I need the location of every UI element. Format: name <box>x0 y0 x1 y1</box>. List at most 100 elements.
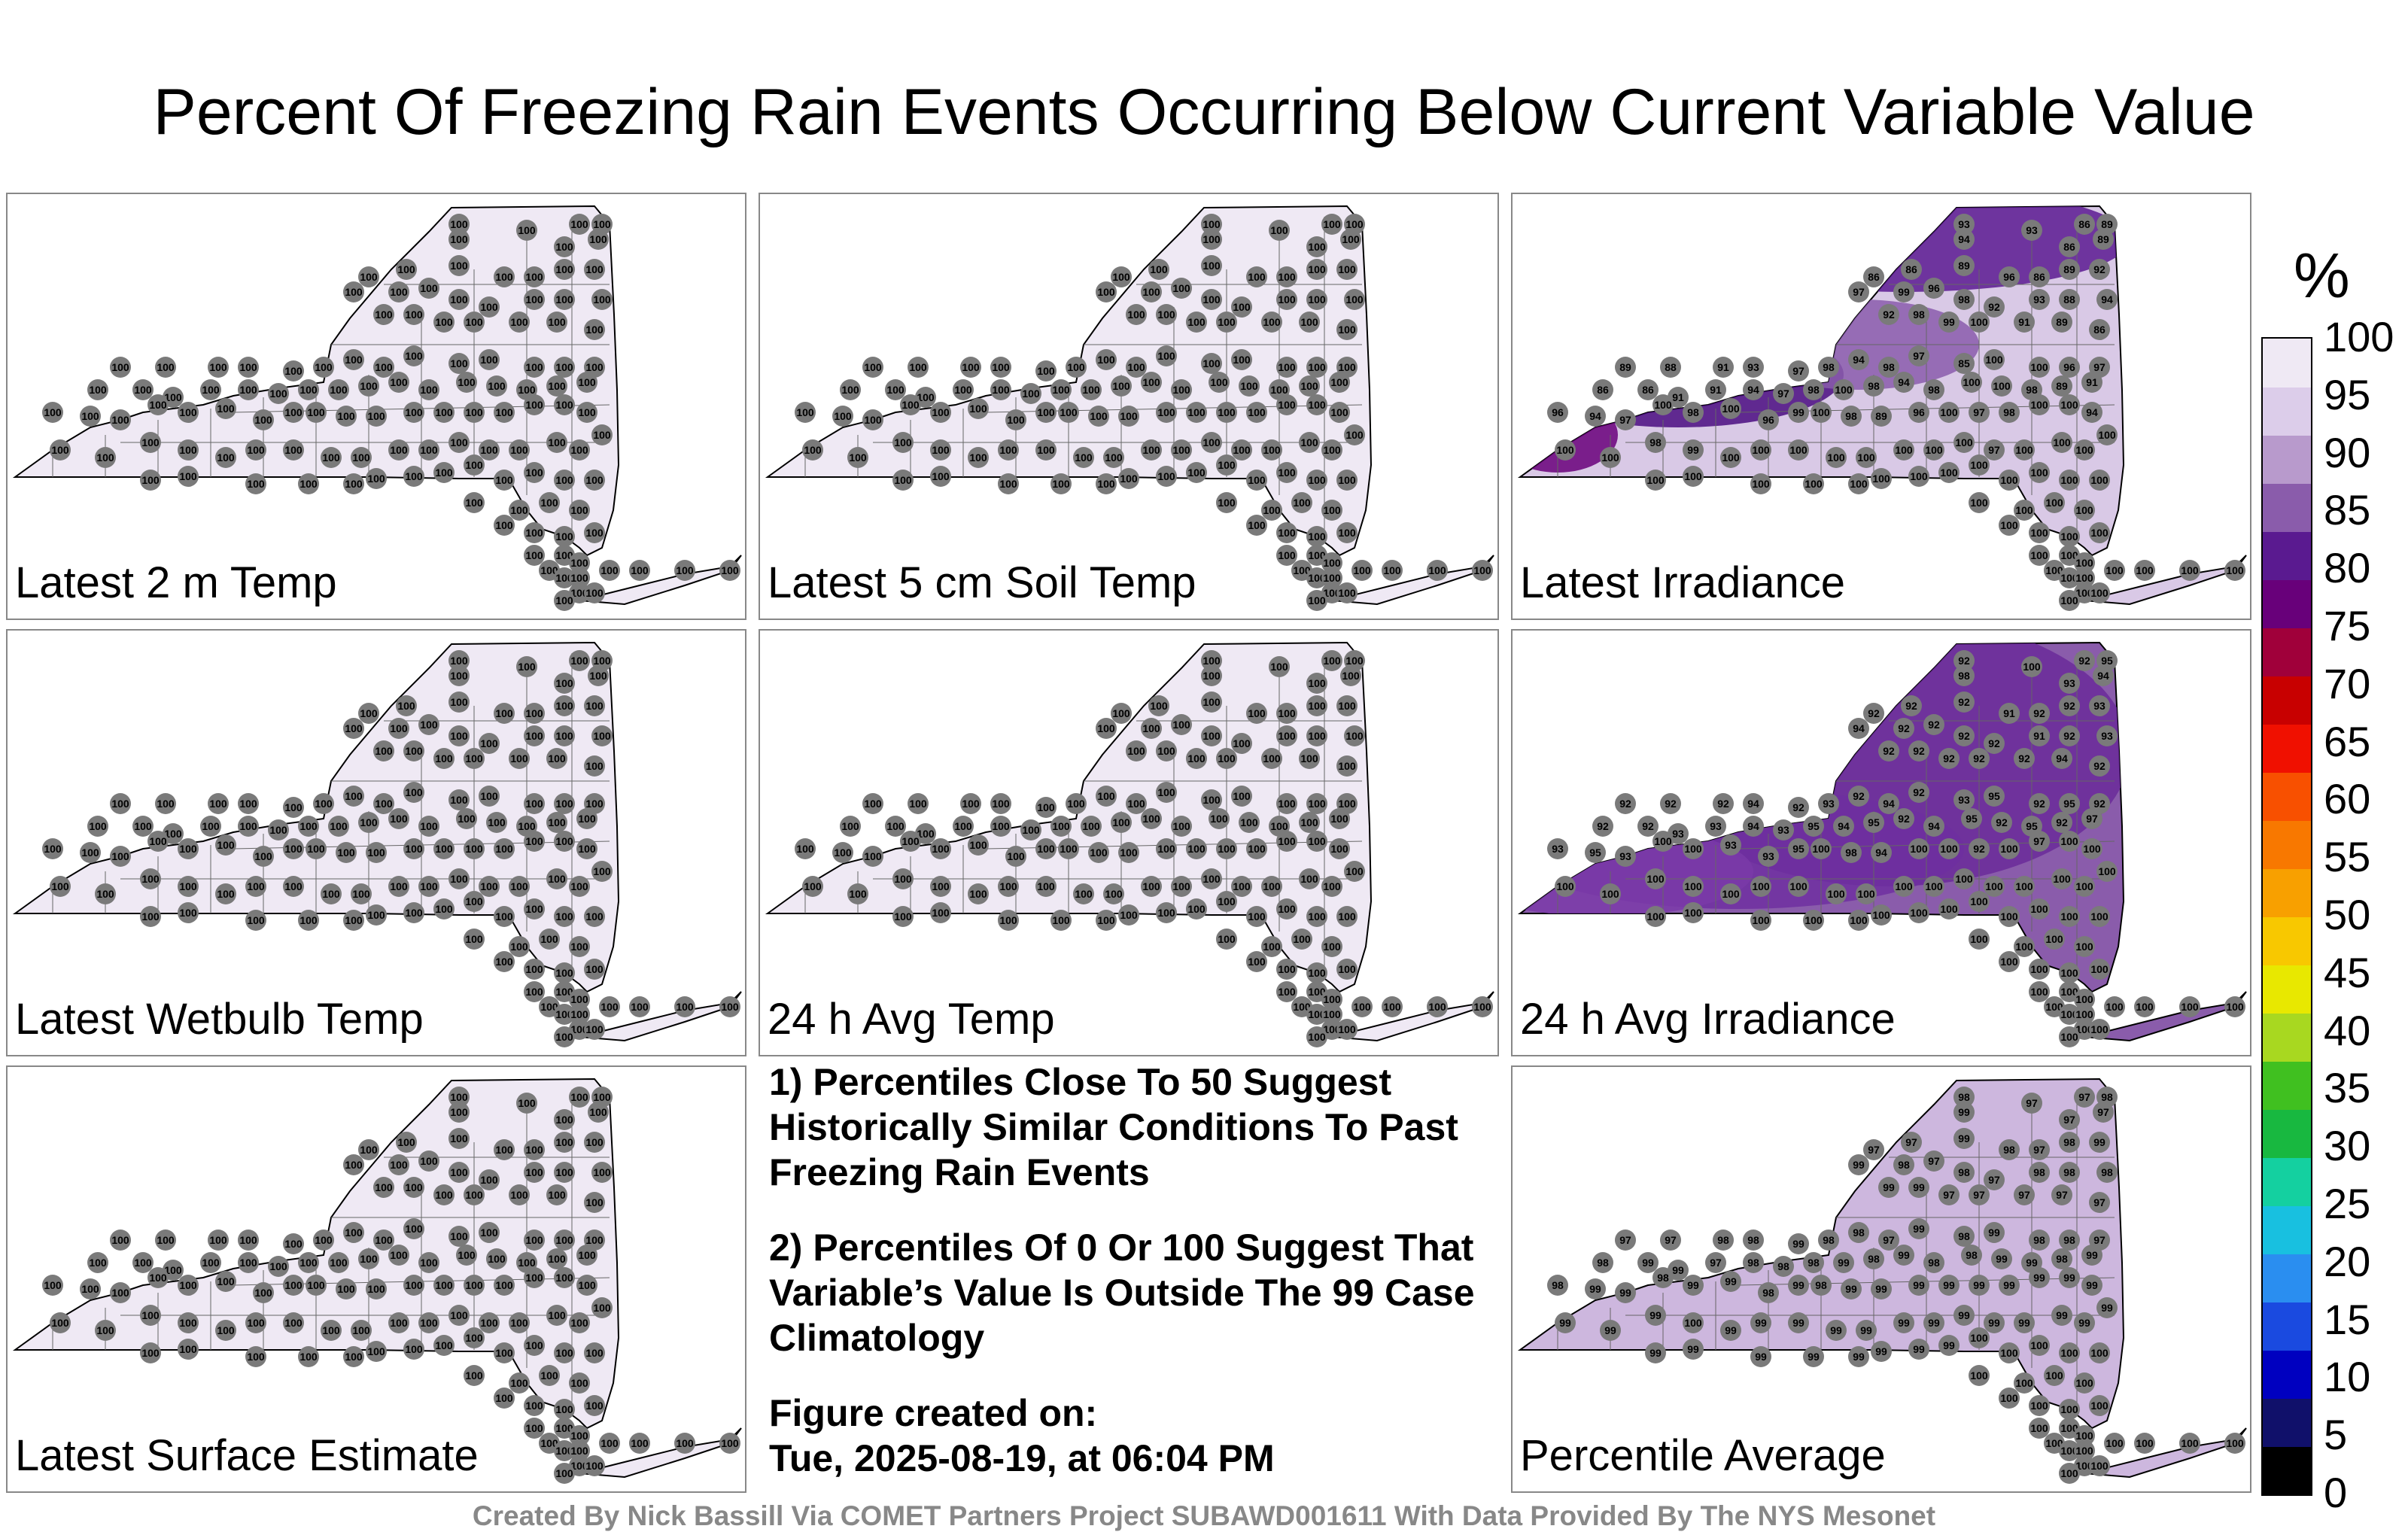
station-value: 100 <box>555 1114 573 1126</box>
station-value: 100 <box>352 888 370 900</box>
map-panel: 100 100 100 100 100 100 100 100 100 100 100 100 100 1… <box>6 1065 746 1493</box>
station-marker: 100 <box>388 281 409 302</box>
station-value: 100 <box>2060 910 2078 923</box>
station-marker: 100 <box>403 345 424 366</box>
colorbar-tick-label: 0 <box>2324 1469 2348 1516</box>
station-dot <box>1871 904 1892 926</box>
station-value: 100 <box>548 752 566 764</box>
station-value: 100 <box>2060 530 2078 543</box>
station-dot <box>1923 439 1944 460</box>
station-marker: 100 <box>1908 466 1929 487</box>
station-value: 100 <box>1007 850 1025 862</box>
station-value: 100 <box>1270 384 1288 396</box>
station-marker: 94 <box>1585 406 1606 427</box>
station-marker: 100 <box>366 842 387 863</box>
colorbar-segment <box>2263 1157 2311 1206</box>
station-marker: 100 <box>1344 424 1365 445</box>
station-dot <box>388 1312 409 1333</box>
station-value: 100 <box>2090 910 2109 923</box>
station-marker: 99 <box>2059 1267 2080 1288</box>
station-dot <box>719 996 740 1017</box>
station-dot <box>516 656 537 677</box>
station-dot <box>1336 755 1358 777</box>
station-marker: 100 <box>1261 439 1282 460</box>
station-value: 99 <box>1860 1324 1872 1336</box>
station-dot <box>328 816 349 837</box>
station-marker: 100 <box>2059 906 2080 927</box>
station-marker: 100 <box>2029 898 2050 919</box>
station-marker: 100 <box>2029 462 2050 483</box>
station-value: 100 <box>458 1249 476 1261</box>
station-marker: 100 <box>479 733 500 754</box>
station-dot <box>862 357 883 378</box>
station-marker: 100 <box>862 357 883 378</box>
station-dot <box>674 996 695 1017</box>
station-value: 92 <box>1868 707 1880 719</box>
station-value: 98 <box>2063 1234 2075 1246</box>
station-value: 100 <box>555 1008 573 1020</box>
station-dot <box>2044 492 2065 513</box>
station-value: 100 <box>1993 380 2011 392</box>
station-dot <box>2059 236 2080 257</box>
station-marker: 99 <box>1645 1305 1666 1326</box>
station-marker: 100 <box>178 876 199 897</box>
station-value: 100 <box>405 1279 423 1291</box>
station-value: 100 <box>555 1031 573 1043</box>
station-marker: 100 <box>87 379 108 400</box>
station-marker: 100 <box>569 876 590 897</box>
station-marker: 100 <box>403 402 424 423</box>
station-marker: 100 <box>298 816 319 837</box>
station-value: 99 <box>1642 1257 1654 1269</box>
station-dot <box>1743 1252 1764 1273</box>
station-dot <box>1750 910 1771 931</box>
station-value: 100 <box>81 1283 99 1295</box>
station-value: 100 <box>1300 816 1318 828</box>
station-dot <box>1811 402 1832 423</box>
station-marker: 100 <box>1329 838 1350 859</box>
station-value: 100 <box>570 1430 588 1442</box>
station-dot <box>313 793 334 814</box>
station-dot <box>1126 740 1147 761</box>
station-marker: 100 <box>554 1463 575 1484</box>
station-marker: 100 <box>1999 1342 2020 1363</box>
station-marker: 100 <box>110 357 131 378</box>
station-dot <box>1156 902 1177 923</box>
station-value: 100 <box>2075 557 2093 569</box>
station-marker: 100 <box>343 786 364 807</box>
panel-label: 24 h Avg Irradiance <box>1520 995 1896 1044</box>
station-dot <box>178 1275 199 1296</box>
station-marker: 100 <box>1186 402 1207 423</box>
station-value: 100 <box>1342 233 1360 245</box>
station-value: 100 <box>1187 406 1206 418</box>
station-marker: 98 <box>1923 379 1944 400</box>
station-value: 100 <box>1300 436 1318 448</box>
station-value: 93 <box>1619 850 1631 862</box>
station-value: 100 <box>284 1238 303 1250</box>
station-dot <box>1683 1275 1704 1296</box>
station-dot <box>1231 786 1252 807</box>
station-value: 100 <box>593 1166 611 1178</box>
station-marker: 100 <box>1156 902 1177 923</box>
station-value: 99 <box>1725 1324 1737 1336</box>
station-marker: 100 <box>2074 1004 2095 1025</box>
station-marker: 100 <box>1246 470 1267 491</box>
station-value: 100 <box>570 218 588 230</box>
station-value: 100 <box>525 707 543 719</box>
station-dot <box>1908 466 1929 487</box>
station-value: 100 <box>2226 1001 2244 1013</box>
station-dot <box>1066 793 1087 814</box>
station-dot <box>516 220 537 241</box>
station-value: 99 <box>1755 1351 1767 1363</box>
station-dot <box>1969 1327 1990 1348</box>
station-marker: 100 <box>968 834 989 856</box>
station-dot <box>418 1312 439 1333</box>
station-marker: 100 <box>1938 898 1960 919</box>
station-marker: 100 <box>840 379 861 400</box>
station-value: 100 <box>2045 933 2063 945</box>
station-value: 100 <box>1150 263 1168 275</box>
station-value: 100 <box>932 843 950 855</box>
station-dot <box>1156 466 1177 487</box>
station-value: 100 <box>1233 354 1251 366</box>
colorbar-tick-label: 60 <box>2324 775 2371 823</box>
